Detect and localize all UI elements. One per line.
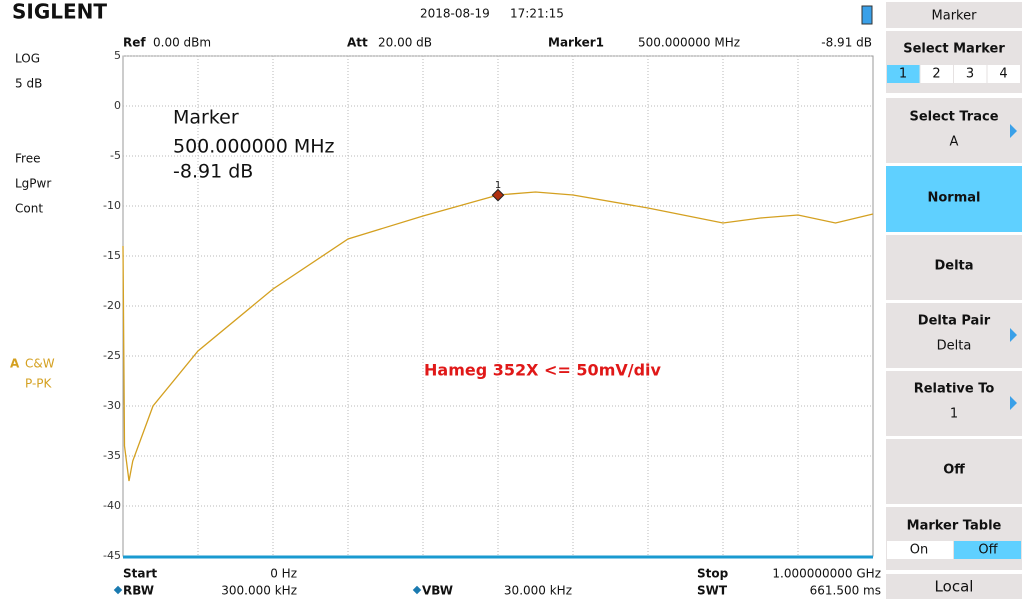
select-marker: Select Marker bbox=[903, 42, 1005, 57]
y-tick-label: -10 bbox=[103, 199, 121, 212]
y-tick-label: -25 bbox=[103, 349, 121, 362]
att-value: 20.00 dB bbox=[378, 36, 432, 50]
select-marker-button[interactable] bbox=[886, 31, 1022, 93]
y-tick-label: -15 bbox=[103, 249, 121, 262]
y-tick-label: -5 bbox=[110, 149, 121, 162]
trace-mode: C&W bbox=[25, 357, 55, 371]
arrow bbox=[1010, 124, 1017, 138]
marker-number: 4 bbox=[999, 67, 1007, 82]
start-value: 0 Hz bbox=[270, 567, 297, 581]
swt-label: SWT bbox=[697, 584, 728, 598]
table-on: On bbox=[910, 543, 928, 558]
marker-box-title: Marker bbox=[173, 107, 239, 129]
trace bbox=[122, 191, 874, 482]
vbw-value: 30.000 kHz bbox=[504, 584, 572, 598]
plot: 5 0 -5 -10 -15 -20 -25 -30 -35 -40 -45 1 bbox=[103, 49, 874, 562]
stop-value: 1.000000000 GHz bbox=[772, 567, 881, 581]
rbw-label: RBW bbox=[123, 584, 154, 598]
marker-table: Marker Table bbox=[907, 519, 1002, 534]
stop-label: Stop bbox=[697, 567, 729, 581]
y-tick-label: -45 bbox=[103, 549, 121, 562]
battery-icon bbox=[861, 5, 873, 25]
menu: Marker Select Marker 1 2 3 4 Select Trace A… bbox=[884, 0, 1024, 600]
delta-pair: Delta Pair bbox=[918, 314, 991, 329]
normal: Normal bbox=[928, 191, 981, 206]
marker-number: 3 bbox=[966, 67, 974, 82]
relative-to-value: 1 bbox=[950, 407, 958, 422]
vbw-icon bbox=[412, 585, 422, 595]
y-tick-label: -30 bbox=[103, 399, 121, 412]
marker-number-button[interactable] bbox=[954, 65, 987, 83]
select-trace: Select Trace bbox=[909, 110, 998, 125]
marker-box-freq: 500.000000 MHz bbox=[173, 136, 335, 158]
marker-freq: 500.000000 MHz bbox=[638, 36, 740, 50]
off: Off bbox=[943, 463, 965, 478]
marker-number: 1 bbox=[899, 67, 907, 82]
marker-number-button[interactable] bbox=[987, 65, 1021, 83]
marker-level: -8.91 dB bbox=[821, 36, 872, 50]
marker-label: Marker1 bbox=[548, 36, 604, 50]
arrow bbox=[1010, 328, 1017, 342]
brand: SIGLENT bbox=[12, 0, 107, 24]
local: Local bbox=[935, 578, 974, 596]
annotation: Hameg 352X <= 50mV/div bbox=[424, 361, 662, 380]
rbw-value: 300.000 kHz bbox=[221, 584, 297, 598]
marker-number-button[interactable] bbox=[920, 65, 954, 83]
marker-number-button[interactable] bbox=[887, 65, 920, 83]
relative-to: Relative To bbox=[914, 382, 995, 397]
relative-to-button[interactable] bbox=[886, 371, 1022, 436]
table-off: Off bbox=[978, 543, 998, 558]
trig: Free bbox=[15, 152, 40, 166]
marker-box-level: -8.91 dB bbox=[173, 161, 253, 183]
off-button[interactable] bbox=[886, 439, 1022, 504]
select-trace-button[interactable] bbox=[886, 98, 1022, 163]
date: 2018-08-19 bbox=[420, 7, 490, 21]
y-tick-label: -35 bbox=[103, 449, 121, 462]
delta-pair-value: Delta bbox=[937, 339, 972, 354]
delta-pair-button[interactable] bbox=[886, 303, 1022, 368]
trace-id: A bbox=[10, 357, 20, 371]
scale: LOG bbox=[15, 52, 40, 66]
div: 5 dB bbox=[15, 77, 42, 91]
normal-button[interactable] bbox=[886, 166, 1022, 232]
table-on-bg[interactable] bbox=[887, 541, 953, 559]
start-label: Start bbox=[123, 567, 157, 581]
y-tick-label: 5 bbox=[114, 49, 121, 62]
trace-det: P-PK bbox=[25, 377, 53, 391]
ref-value: 0.00 dBm bbox=[153, 36, 211, 50]
menu-title-bg bbox=[886, 2, 1022, 28]
local-button[interactable] bbox=[886, 574, 1022, 599]
arrow bbox=[1010, 396, 1017, 410]
marker-table-button[interactable] bbox=[886, 507, 1022, 570]
select-trace-value: A bbox=[950, 135, 959, 150]
marker bbox=[491, 188, 505, 202]
marker-label: 1 bbox=[495, 180, 501, 191]
delta: Delta bbox=[934, 259, 973, 274]
detector: LgPwr bbox=[15, 177, 51, 191]
ref-label: Ref bbox=[123, 36, 146, 50]
att-label: Att bbox=[347, 36, 368, 50]
y-tick-label: -40 bbox=[103, 499, 121, 512]
marker-number: 2 bbox=[932, 67, 940, 82]
y-tick-label: 0 bbox=[114, 99, 121, 112]
menu-title: Marker bbox=[932, 9, 978, 24]
rbw-icon bbox=[113, 585, 123, 595]
vbw-label: VBW bbox=[422, 584, 453, 598]
sweep: Cont bbox=[15, 202, 43, 216]
table-off-bg[interactable] bbox=[954, 541, 1021, 559]
time: 17:21:15 bbox=[510, 7, 564, 21]
delta-button[interactable] bbox=[886, 235, 1022, 300]
swt-value: 661.500 ms bbox=[810, 584, 881, 598]
y-tick-label: -20 bbox=[103, 299, 121, 312]
